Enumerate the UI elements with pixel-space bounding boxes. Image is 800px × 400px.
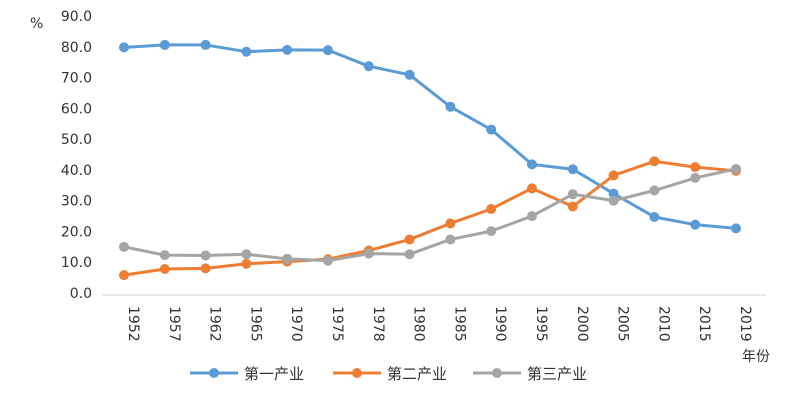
data-point xyxy=(119,42,129,53)
data-point xyxy=(527,183,537,194)
data-point xyxy=(731,163,741,174)
series-line xyxy=(123,167,737,263)
y-tick-label: 30.0 xyxy=(61,194,92,210)
data-point xyxy=(567,164,578,175)
data-point xyxy=(159,263,170,274)
y-tick-label: 50.0 xyxy=(61,132,92,148)
data-point xyxy=(323,45,333,56)
x-tick-label: 1970 xyxy=(288,306,304,342)
x-tick-label: 2015 xyxy=(696,306,712,342)
data-point xyxy=(608,170,619,181)
data-point xyxy=(527,211,537,222)
legend: 第一产业 第二产业 第三产业 xyxy=(190,365,587,383)
data-point xyxy=(486,226,497,237)
data-point xyxy=(200,39,211,50)
data-point xyxy=(119,241,129,252)
data-point xyxy=(649,185,660,196)
data-point xyxy=(282,253,293,264)
data-point xyxy=(649,156,660,167)
data-point xyxy=(649,211,660,222)
x-axis-ticks: 1952 1957 1962 1965 1970 1975 1978 1980 1985 1990… xyxy=(125,306,753,342)
y-tick-label: 10.0 xyxy=(61,255,92,271)
data-point xyxy=(567,189,578,200)
x-tick-label: 1995 xyxy=(533,306,549,342)
data-point xyxy=(241,46,252,57)
data-point xyxy=(363,248,374,259)
x-tick-label: 1980 xyxy=(411,306,427,342)
y-tick-label: 70.0 xyxy=(61,71,92,87)
data-point xyxy=(567,201,578,212)
data-point xyxy=(486,124,497,135)
data-point xyxy=(404,249,415,260)
data-point xyxy=(731,223,741,234)
data-point xyxy=(200,250,211,261)
data-point xyxy=(445,218,456,229)
data-point xyxy=(608,188,619,199)
y-tick-label: 80.0 xyxy=(61,40,92,56)
y-tick-label: 0.0 xyxy=(70,286,92,302)
x-tick-label: 1957 xyxy=(166,306,182,342)
x-tick-label: 1962 xyxy=(207,306,223,342)
x-tick-label: 1985 xyxy=(451,306,467,342)
y-axis-unit: % xyxy=(30,16,43,32)
data-point xyxy=(200,263,211,274)
data-point xyxy=(445,234,456,245)
data-point xyxy=(159,39,170,50)
data-point xyxy=(159,250,170,261)
data-point xyxy=(363,61,374,72)
data-point xyxy=(608,195,619,206)
data-point xyxy=(445,101,456,112)
data-point xyxy=(282,44,293,55)
x-axis-label: 年份 xyxy=(742,349,770,365)
data-point xyxy=(690,172,701,183)
legend-label: 第一产业 xyxy=(244,365,304,383)
x-tick-label: 1990 xyxy=(492,306,508,342)
legend-label: 第三产业 xyxy=(527,365,587,383)
data-point xyxy=(690,162,701,173)
x-tick-label: 1975 xyxy=(329,306,345,342)
y-axis-ticks: 0.0 10.0 20.0 30.0 40.0 50.0 60.0 70.0 80.0 90.0 xyxy=(61,9,92,302)
legend-swatch-marker xyxy=(492,368,502,378)
x-tick-label: 1965 xyxy=(247,306,263,342)
data-point xyxy=(527,159,537,170)
data-point xyxy=(323,255,333,266)
x-tick-label: 2010 xyxy=(655,306,671,342)
series-group xyxy=(119,39,741,281)
data-point xyxy=(241,249,252,260)
data-point xyxy=(119,270,129,281)
y-tick-label: 90.0 xyxy=(61,9,92,25)
x-tick-label: 2019 xyxy=(737,306,753,342)
y-tick-label: 20.0 xyxy=(61,224,92,240)
x-tick-label: 2000 xyxy=(574,306,590,342)
data-point xyxy=(690,219,701,230)
series-line xyxy=(123,159,737,277)
y-tick-label: 40.0 xyxy=(61,163,92,179)
data-point xyxy=(241,258,252,269)
x-tick-label: 1952 xyxy=(125,306,141,342)
legend-label: 第二产业 xyxy=(387,365,447,383)
y-tick-label: 60.0 xyxy=(61,101,92,117)
x-tick-label: 1978 xyxy=(370,306,386,342)
data-point xyxy=(404,69,415,80)
data-point xyxy=(404,234,415,245)
legend-swatch-marker xyxy=(352,368,362,378)
x-tick-label: 2005 xyxy=(615,306,631,342)
data-point xyxy=(486,203,497,214)
series-line xyxy=(123,43,737,230)
legend-swatch-marker xyxy=(209,368,219,378)
